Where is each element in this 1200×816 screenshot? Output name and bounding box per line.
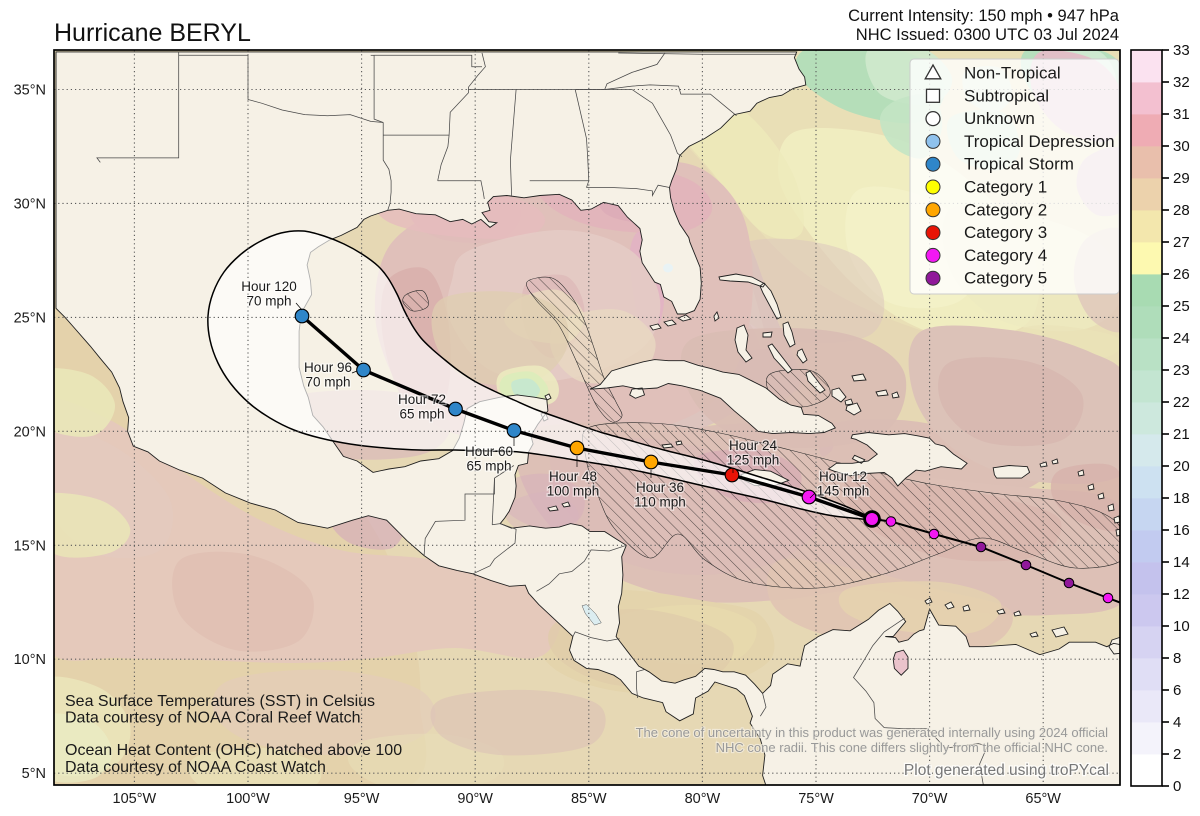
- svg-text:10°N: 10°N: [14, 652, 46, 668]
- svg-text:Unknown: Unknown: [964, 109, 1035, 128]
- svg-text:70 mph: 70 mph: [305, 375, 350, 390]
- svg-text:32: 32: [1173, 74, 1190, 91]
- svg-text:Hurricane BERYL: Hurricane BERYL: [54, 19, 251, 47]
- svg-text:Category 4: Category 4: [964, 246, 1047, 265]
- svg-text:Data courtesy of NOAA Coast Wa: Data courtesy of NOAA Coast Watch: [65, 759, 326, 776]
- svg-text:Category 2: Category 2: [964, 200, 1047, 219]
- svg-text:90°W: 90°W: [457, 791, 493, 807]
- svg-text:Current Intensity: 150 mph • 9: Current Intensity: 150 mph • 947 hPa: [848, 7, 1120, 25]
- svg-text:75°W: 75°W: [798, 791, 834, 807]
- svg-text:Hour 60: Hour 60: [465, 444, 513, 459]
- svg-text:Hour 96: Hour 96: [304, 360, 352, 375]
- svg-text:12: 12: [1173, 586, 1190, 603]
- svg-text:20: 20: [1173, 458, 1190, 475]
- svg-text:Category 1: Category 1: [964, 178, 1047, 197]
- svg-text:85°W: 85°W: [571, 791, 607, 807]
- svg-text:105°W: 105°W: [113, 791, 157, 807]
- svg-text:5°N: 5°N: [22, 766, 46, 782]
- svg-text:Plot generated using troPYcal: Plot generated using troPYcal: [904, 762, 1109, 779]
- svg-text:Tropical Storm: Tropical Storm: [964, 155, 1074, 174]
- svg-text:25°N: 25°N: [14, 310, 46, 326]
- svg-text:Hour 48: Hour 48: [549, 469, 597, 484]
- svg-text:The cone of uncertainty in thi: The cone of uncertainty in this product …: [636, 725, 1108, 740]
- svg-text:30°N: 30°N: [14, 196, 46, 212]
- svg-text:31: 31: [1173, 106, 1190, 123]
- svg-text:65°W: 65°W: [1025, 791, 1061, 807]
- svg-text:125 mph: 125 mph: [727, 453, 780, 468]
- svg-text:Sea Surface Temperatures (SST): Sea Surface Temperatures (SST) in Celsiu…: [65, 693, 375, 710]
- svg-text:95°W: 95°W: [344, 791, 380, 807]
- svg-text:70°W: 70°W: [912, 791, 948, 807]
- svg-text:Hour 120: Hour 120: [241, 279, 297, 294]
- svg-text:35°N: 35°N: [14, 83, 46, 99]
- svg-text:26: 26: [1173, 266, 1190, 283]
- svg-text:28: 28: [1173, 202, 1190, 219]
- svg-text:14: 14: [1173, 554, 1190, 571]
- svg-text:18: 18: [1173, 490, 1190, 507]
- svg-text:65 mph: 65 mph: [399, 407, 444, 422]
- svg-text:22: 22: [1173, 394, 1190, 411]
- svg-text:23: 23: [1173, 362, 1190, 379]
- svg-text:110 mph: 110 mph: [634, 495, 686, 510]
- svg-text:100°W: 100°W: [226, 791, 270, 807]
- svg-text:65 mph: 65 mph: [466, 459, 511, 474]
- svg-text:Hour 24: Hour 24: [729, 438, 778, 453]
- svg-text:Category 3: Category 3: [964, 223, 1047, 242]
- svg-text:Subtropical: Subtropical: [964, 86, 1049, 105]
- svg-text:Tropical Depression: Tropical Depression: [964, 132, 1115, 151]
- svg-text:Non-Tropical: Non-Tropical: [964, 64, 1061, 83]
- svg-text:80°W: 80°W: [685, 791, 721, 807]
- svg-text:2: 2: [1173, 746, 1181, 763]
- svg-text:145 mph: 145 mph: [817, 484, 870, 499]
- svg-text:Category 5: Category 5: [964, 269, 1047, 288]
- svg-text:24: 24: [1173, 330, 1190, 347]
- svg-text:Data courtesy of NOAA Coral Re: Data courtesy of NOAA Coral Reef Watch: [65, 710, 361, 727]
- svg-text:Hour 72: Hour 72: [398, 392, 446, 407]
- svg-text:33: 33: [1173, 42, 1190, 59]
- svg-text:20°N: 20°N: [14, 424, 46, 440]
- svg-text:29: 29: [1173, 170, 1190, 187]
- svg-text:21: 21: [1173, 426, 1190, 443]
- svg-text:16: 16: [1173, 522, 1190, 539]
- svg-text:25: 25: [1173, 298, 1190, 315]
- svg-text:Hour 36: Hour 36: [636, 480, 684, 495]
- svg-text:8: 8: [1173, 650, 1181, 667]
- svg-text:30: 30: [1173, 138, 1190, 155]
- svg-text:6: 6: [1173, 682, 1181, 699]
- svg-text:10: 10: [1173, 618, 1190, 635]
- svg-text:NHC cone radii. This cone diff: NHC cone radii. This cone differs slight…: [716, 740, 1108, 755]
- svg-text:4: 4: [1173, 714, 1181, 731]
- svg-text:NHC Issued: 0300 UTC 03 Jul 20: NHC Issued: 0300 UTC 03 Jul 2024: [856, 26, 1119, 44]
- svg-text:0: 0: [1173, 778, 1181, 795]
- svg-text:15°N: 15°N: [14, 538, 46, 554]
- svg-text:27: 27: [1173, 234, 1190, 251]
- svg-text:100 mph: 100 mph: [547, 484, 600, 499]
- svg-text:70 mph: 70 mph: [246, 294, 291, 309]
- svg-text:Hour 12: Hour 12: [819, 469, 867, 484]
- svg-text:Ocean Heat Content (OHC) hatch: Ocean Heat Content (OHC) hatched above 1…: [65, 742, 402, 759]
